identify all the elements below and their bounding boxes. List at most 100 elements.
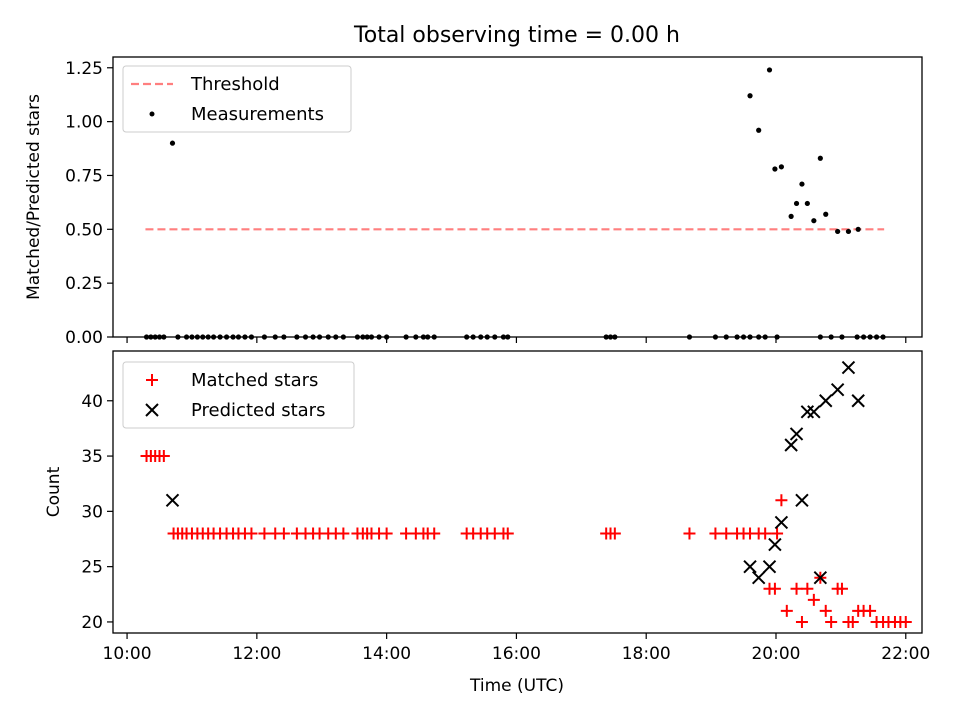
- legend-measurements-swatch: [149, 111, 155, 117]
- matched-star-point: [825, 615, 838, 628]
- top-plot-frame: [112, 56, 923, 338]
- predicted-star-point: [784, 438, 798, 452]
- matched-star-point: [245, 527, 258, 540]
- matched-star-point: [428, 527, 441, 540]
- matched-star-point: [801, 582, 814, 595]
- predicted-star-point: [751, 570, 766, 585]
- bottom-x-axis: 10:00 12:00 14:00 16:00 18:00 20:00 22:00: [103, 633, 930, 664]
- measurement-point: [845, 228, 852, 235]
- y-tick-label: 40: [81, 392, 103, 412]
- measurement-point: [855, 226, 861, 232]
- top-y-axis-label: Matched/Predicted stars: [24, 94, 44, 300]
- x-tick-label: 10:00: [103, 644, 152, 664]
- predicted-star-point: [841, 360, 856, 375]
- matched-star-point: [380, 527, 393, 540]
- matched-star-point: [819, 604, 832, 617]
- measurement-point: [823, 211, 829, 217]
- predicted-star-point: [789, 427, 804, 441]
- predicted-star-point: [768, 537, 782, 552]
- matched-star-point: [795, 615, 808, 628]
- matched-star-point: [277, 527, 290, 540]
- measurement-point: [817, 155, 823, 161]
- legend-predicted-swatch: [145, 403, 159, 417]
- y-tick-label: 0.25: [65, 274, 103, 294]
- y-tick-label: 0.75: [65, 166, 103, 186]
- x-tick-label: 20:00: [751, 644, 800, 664]
- matched-star-point: [864, 604, 877, 617]
- measurement-point: [169, 140, 176, 146]
- matched-star-point: [709, 527, 722, 540]
- matched-star-point: [608, 527, 621, 540]
- measurement-point: [788, 213, 794, 219]
- bottom-y-axis: 20 25 30 35 40: [81, 392, 113, 633]
- predicted-star-point: [165, 493, 180, 508]
- bottom-plot-marks: [140, 360, 912, 628]
- y-tick-label: 1.00: [65, 113, 103, 133]
- measurement-point: [811, 218, 817, 224]
- matched-star-point: [775, 494, 788, 507]
- bottom-plot-frame: [112, 350, 923, 634]
- x-tick-label: 22:00: [881, 644, 930, 664]
- matched-star-point: [790, 582, 803, 595]
- x-tick-label: 12:00: [232, 644, 281, 664]
- bottom-y-axis-label: Count: [44, 466, 64, 517]
- measurement-point: [804, 200, 810, 207]
- legend-matched-swatch: [146, 374, 158, 386]
- matched-star-point: [683, 527, 696, 540]
- predicted-star-point: [830, 382, 845, 397]
- measurement-point: [747, 93, 753, 99]
- measurement-point: [772, 166, 778, 172]
- top-legend-box: [122, 65, 352, 133]
- top-plot-marks: [143, 67, 886, 340]
- y-tick-label: 20: [81, 613, 103, 633]
- measurement-point: [766, 67, 773, 73]
- predicted-star-point: [743, 559, 757, 574]
- predicted-star-point: [813, 570, 828, 585]
- matched-star-point: [780, 604, 793, 617]
- y-tick-label: 0.50: [65, 220, 103, 240]
- measurement-point: [835, 228, 841, 235]
- predicted-star-point: [774, 515, 789, 530]
- chart-title: Total observing time = 0.00 h: [353, 23, 680, 48]
- y-tick-label: 25: [81, 558, 103, 578]
- y-tick-label: 30: [81, 502, 103, 522]
- x-tick-label: 16:00: [492, 644, 541, 664]
- matched-star-point: [258, 527, 271, 540]
- predicted-star-point: [762, 559, 777, 574]
- measurement-point: [799, 181, 805, 187]
- bottom-legend-box: [122, 361, 355, 429]
- legend-measurements-label: Measurements: [191, 104, 324, 125]
- top-panel: 0.00 0.25 0.50 0.75 1.00 1.25 Matched/Predict…: [24, 56, 923, 348]
- matched-star-point: [846, 615, 859, 628]
- x-axis-label: Time (UTC): [469, 676, 564, 696]
- matched-star-point: [720, 527, 733, 540]
- legend-matched-label: Matched stars: [191, 370, 318, 391]
- predicted-star-point: [807, 405, 821, 419]
- x-tick-label: 18:00: [622, 644, 671, 664]
- matched-star-point: [501, 527, 514, 540]
- y-tick-label: 35: [81, 447, 103, 467]
- matched-star-point: [157, 450, 170, 463]
- matched-star-point: [768, 582, 781, 595]
- x-tick-label: 14:00: [362, 644, 411, 664]
- matched-star-point: [759, 527, 772, 540]
- legend-predicted-label: Predicted stars: [191, 400, 325, 421]
- matched-star-point: [337, 527, 350, 540]
- predicted-star-point: [819, 394, 833, 408]
- bottom-panel: 20 25 30 35 40 10:00 12:00 14:00 16:00 18:00 20:0…: [44, 350, 930, 696]
- top-x-axis-ticks: [126, 337, 907, 343]
- predicted-star-point: [795, 493, 809, 508]
- measurement-point: [756, 127, 762, 133]
- measurement-point: [793, 200, 800, 207]
- predicted-star-point: [800, 405, 815, 419]
- top-legend: Threshold Measurements: [122, 65, 352, 133]
- top-y-axis: 0.00 0.25 0.50 0.75 1.00 1.25: [65, 59, 113, 348]
- matched-star-point: [899, 615, 912, 628]
- measurement-point: [778, 164, 784, 170]
- y-tick-label: 0.00: [65, 328, 103, 348]
- matched-star-point: [835, 582, 848, 595]
- legend-threshold-label: Threshold: [190, 74, 280, 95]
- predicted-star-point: [851, 394, 865, 408]
- matched-star-point: [807, 593, 820, 606]
